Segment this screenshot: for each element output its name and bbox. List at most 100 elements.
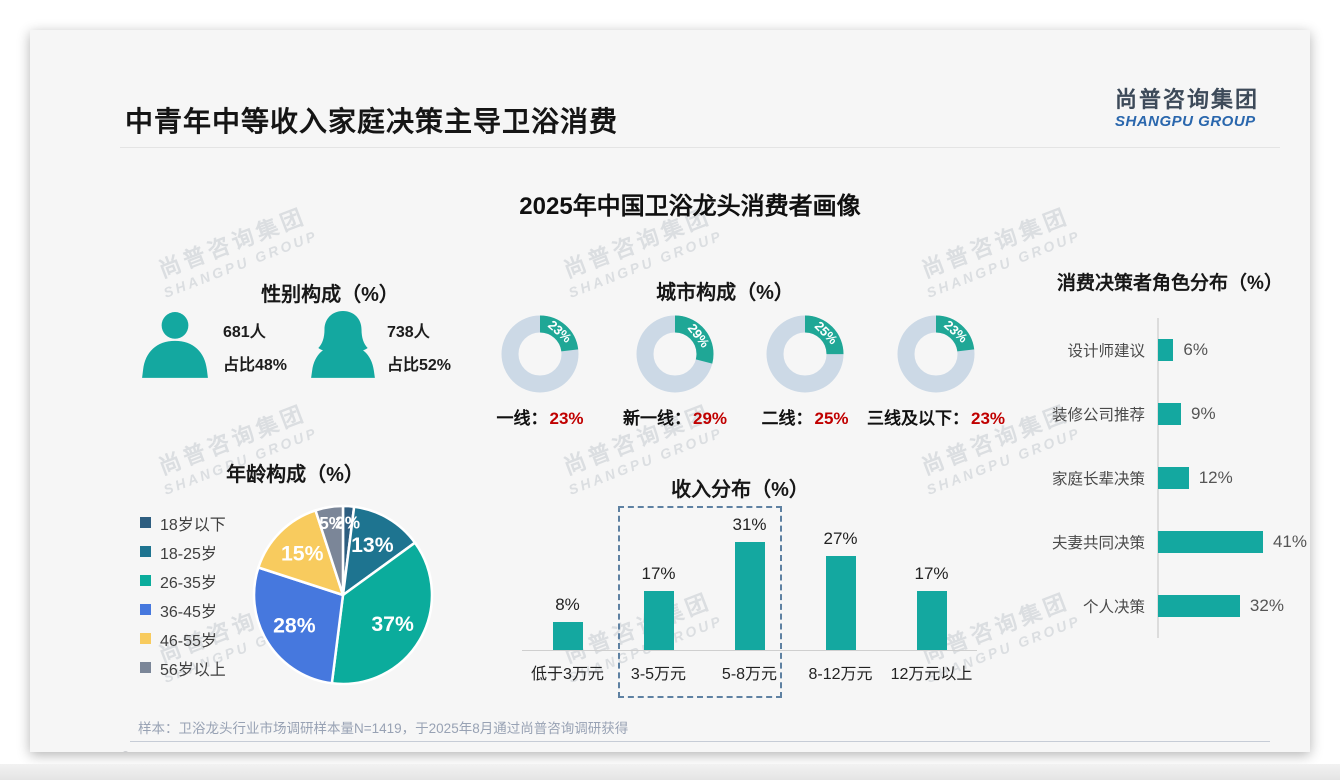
income-bar-value: 27% bbox=[823, 528, 858, 548]
decision-row-label: 装修公司推荐 bbox=[1051, 407, 1145, 424]
donut-chart: 23% bbox=[501, 315, 579, 393]
decision-bar bbox=[1158, 595, 1240, 617]
age-section-title: 年龄构成（%） bbox=[226, 464, 364, 486]
income-bar bbox=[916, 590, 947, 650]
legend-swatch bbox=[140, 604, 151, 615]
pie-slice-label: 2% bbox=[335, 512, 360, 532]
legend-label: 36-45岁 bbox=[160, 603, 217, 621]
female-person-icon bbox=[311, 311, 375, 378]
pie-slice bbox=[341, 505, 417, 597]
pie-slice-label: 5% bbox=[319, 513, 344, 533]
income-bars: 8% 17% 31% 27% 17% bbox=[522, 500, 977, 651]
legend-item: 56岁以上 bbox=[140, 653, 226, 682]
report-slide: 尚普咨询集团 SHANGPU GROUP 尚普咨询集团 SHANGPU GROUP … bbox=[30, 30, 1310, 752]
city-section-title: 城市构成（%） bbox=[656, 282, 794, 304]
decision-row: 装修公司推荐 9% bbox=[1033, 382, 1305, 446]
income-x-labels: 低于3万元 3-5万元 5-8万元 8-12万元 12万元以上 bbox=[522, 651, 977, 684]
income-bar bbox=[734, 541, 765, 650]
legend-swatch bbox=[140, 633, 151, 644]
decision-bar-value: 12% bbox=[1198, 468, 1233, 487]
decision-row-label: 夫妻共同决策 bbox=[1051, 535, 1145, 552]
income-bar-slot: 17% bbox=[613, 563, 704, 650]
donut-segment bbox=[636, 315, 714, 393]
income-highlight-box bbox=[618, 506, 782, 698]
female-share: 占比52% bbox=[387, 357, 452, 374]
male-share: 占比48% bbox=[223, 357, 288, 374]
income-x-label: 低于3万元 bbox=[531, 666, 604, 683]
pie-slice bbox=[314, 504, 345, 597]
legend-swatch bbox=[140, 546, 151, 557]
footer-divider bbox=[130, 741, 1270, 742]
legend-item: 18岁以下 bbox=[140, 508, 226, 537]
city-donut-4: 23% 三线及以下： 23% bbox=[857, 310, 1015, 429]
city-donut-caption-value: 25% bbox=[814, 409, 849, 428]
city-donut-caption: 新一线： 29% bbox=[611, 404, 739, 429]
legend-label: 26-35岁 bbox=[160, 574, 217, 592]
city-donut-3: 25% 二线： 25% bbox=[743, 310, 867, 429]
pie-slice bbox=[330, 541, 434, 686]
decision-row-label: 家庭长辈决策 bbox=[1051, 471, 1145, 488]
income-x-label: 3-5万元 bbox=[630, 666, 687, 683]
income-x-label: 8-12万元 bbox=[808, 666, 873, 683]
legend-swatch bbox=[140, 517, 151, 528]
decision-bar-value: 6% bbox=[1183, 340, 1208, 359]
decision-section-title: 消费决策者角色分布（%） bbox=[1057, 273, 1283, 294]
income-bar-slot: 17% bbox=[886, 564, 977, 650]
decision-bar-value: 9% bbox=[1191, 404, 1216, 423]
sample-note: 样本：卫浴龙头行业市场调研样本量N=1419，于2025年8月通过尚普咨询调研获… bbox=[138, 721, 629, 736]
city-donut-caption-label: 一线： bbox=[496, 409, 548, 428]
decision-bar bbox=[1158, 531, 1263, 553]
male-count: 681人 bbox=[223, 324, 266, 341]
donut-segment bbox=[501, 315, 579, 393]
decision-row: 设计师建议 6% bbox=[1033, 318, 1305, 382]
donut-segment bbox=[897, 315, 975, 393]
pie-slice-label: 37% bbox=[371, 613, 414, 636]
header-divider bbox=[120, 147, 1280, 148]
income-bar bbox=[825, 555, 856, 650]
income-x-label: 5-8万元 bbox=[721, 666, 778, 683]
legend-label: 46-55岁 bbox=[160, 632, 217, 650]
city-donut-caption-value: 23% bbox=[549, 409, 584, 428]
pie-slice-label: 28% bbox=[273, 614, 316, 637]
gender-section-title: 性别构成（%） bbox=[261, 284, 399, 306]
legend-item: 36-45岁 bbox=[140, 595, 226, 624]
logo-cn-text: 尚普咨询集团 bbox=[1115, 87, 1260, 112]
decision-bar bbox=[1158, 467, 1189, 489]
age-pie-chart: 2%13% 37% 28% 15% 5% bbox=[252, 504, 434, 686]
city-donut-caption-value: 23% bbox=[970, 409, 1006, 428]
page-bottom-strip bbox=[0, 764, 1340, 780]
donut-chart: 25% bbox=[766, 315, 844, 393]
donut-chart: 29% bbox=[636, 315, 714, 393]
income-bar-value: 17% bbox=[641, 563, 676, 583]
income-bar-value: 8% bbox=[555, 595, 580, 614]
decision-row: 夫妻共同决策 41% bbox=[1033, 510, 1307, 574]
legend-label: 18岁以下 bbox=[160, 516, 226, 534]
male-person-icon bbox=[142, 312, 208, 378]
income-bar bbox=[552, 622, 583, 650]
decision-bar-zone: 32% bbox=[1158, 574, 1305, 638]
income-bar-value: 31% bbox=[732, 514, 767, 534]
legend-label: 56岁以上 bbox=[160, 661, 226, 679]
city-donut-2: 29% 新一线： 29% bbox=[611, 310, 739, 429]
decision-bar-zone: 6% bbox=[1158, 318, 1305, 382]
income-bar-slot: 31% bbox=[704, 514, 795, 650]
legend-swatch bbox=[140, 575, 151, 586]
income-chart: 8% 17% 31% 27% 17% 低于3万元 3-5万元 5-8万元 8-12万元 12万元… bbox=[522, 500, 977, 700]
pie-slice bbox=[252, 566, 345, 685]
decision-bar-zone: 12% bbox=[1158, 446, 1305, 510]
decision-bar-zone: 41% bbox=[1158, 510, 1307, 574]
city-donut-caption-label: 二线： bbox=[761, 409, 813, 428]
decision-chart: 设计师建议 6% 装修公司推荐 9% 家庭长辈决策 12% 夫妻共同决策 41% 个人决策 32% bbox=[1033, 318, 1307, 638]
city-donut-caption: 三线及以下： 23% bbox=[857, 404, 1015, 429]
decision-row: 家庭长辈决策 12% bbox=[1033, 446, 1305, 510]
page-title: 中青年中等收入家庭决策主导卫浴消费 bbox=[125, 106, 619, 137]
legend-item: 26-35岁 bbox=[140, 566, 226, 595]
pie-slice-label: 15% bbox=[281, 543, 324, 566]
legend-item: 46-55岁 bbox=[140, 624, 226, 653]
age-legend: 18岁以下 18-25岁 26-35岁 36-45岁 46-55岁 56岁以上 bbox=[140, 508, 226, 682]
decision-row-label: 设计师建议 bbox=[1067, 343, 1145, 360]
logo-en-text: SHANGPU GROUP bbox=[1115, 113, 1256, 131]
donut-chart: 23% bbox=[897, 315, 975, 393]
income-section-title: 收入分布（%） bbox=[671, 479, 809, 501]
